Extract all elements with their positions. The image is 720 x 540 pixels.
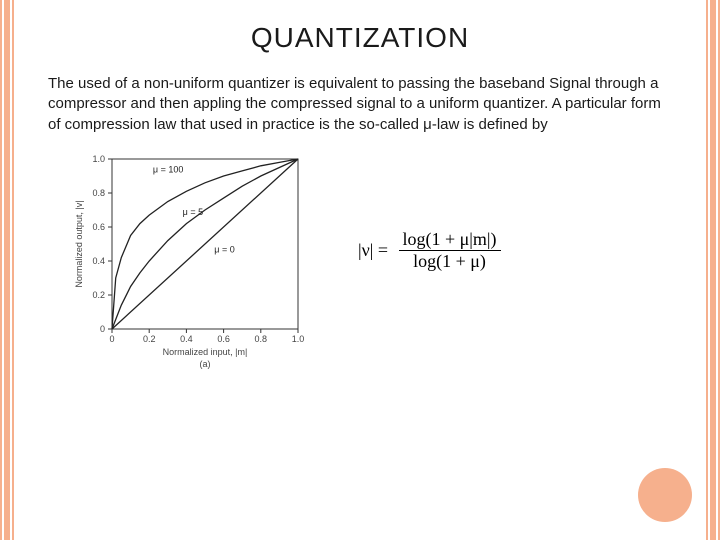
svg-text:μ = 100: μ = 100 — [153, 164, 183, 174]
svg-text:0.6: 0.6 — [217, 334, 230, 344]
svg-text:0: 0 — [109, 334, 114, 344]
svg-text:μ = 5: μ = 5 — [183, 207, 203, 217]
svg-text:Normalized output, |v|: Normalized output, |v| — [74, 200, 84, 287]
formula-lhs: |ν| = — [358, 240, 388, 261]
svg-text:0.2: 0.2 — [143, 334, 156, 344]
stripe-line — [0, 0, 2, 540]
stripe-line — [710, 0, 716, 540]
svg-text:0.8: 0.8 — [92, 188, 105, 198]
formula-fraction: log(1 + μ|m|) log(1 + μ) — [399, 229, 501, 272]
svg-text:Normalized input, |m|: Normalized input, |m| — [163, 347, 248, 357]
formula-numerator: log(1 + μ|m|) — [399, 229, 501, 251]
left-accent-stripe — [0, 0, 14, 540]
chart-svg: 0 0.2 0.4 0.6 0.8 1.0 0 0.2 0.4 0.6 0.8 1.0 Normaliz… — [68, 149, 318, 369]
svg-text:0: 0 — [100, 324, 105, 334]
mu-law-chart: 0 0.2 0.4 0.6 0.8 1.0 0 0.2 0.4 0.6 0.8 1.0 Normaliz… — [68, 149, 318, 374]
svg-text:0.8: 0.8 — [255, 334, 268, 344]
svg-text:0.4: 0.4 — [92, 256, 105, 266]
svg-text:0.6: 0.6 — [92, 222, 105, 232]
right-accent-stripe — [706, 0, 720, 540]
page-title: QUANTIZATION — [0, 0, 720, 54]
mu-law-formula: |ν| = log(1 + μ|m|) log(1 + μ) — [358, 149, 501, 272]
svg-text:1.0: 1.0 — [92, 154, 105, 164]
stripe-line — [4, 0, 10, 540]
svg-text:1.0: 1.0 — [292, 334, 305, 344]
body-paragraph: The used of a non-uniform quantizer is e… — [0, 54, 720, 135]
stripe-line — [706, 0, 708, 540]
content-row: 0 0.2 0.4 0.6 0.8 1.0 0 0.2 0.4 0.6 0.8 1.0 Normaliz… — [0, 135, 720, 374]
formula-denominator: log(1 + μ) — [399, 251, 501, 272]
svg-text:0.4: 0.4 — [180, 334, 193, 344]
svg-text:0.2: 0.2 — [92, 290, 105, 300]
svg-text:(a): (a) — [200, 359, 211, 369]
svg-text:μ = 0: μ = 0 — [214, 244, 234, 254]
accent-circle-icon — [638, 468, 692, 522]
stripe-line — [12, 0, 14, 540]
